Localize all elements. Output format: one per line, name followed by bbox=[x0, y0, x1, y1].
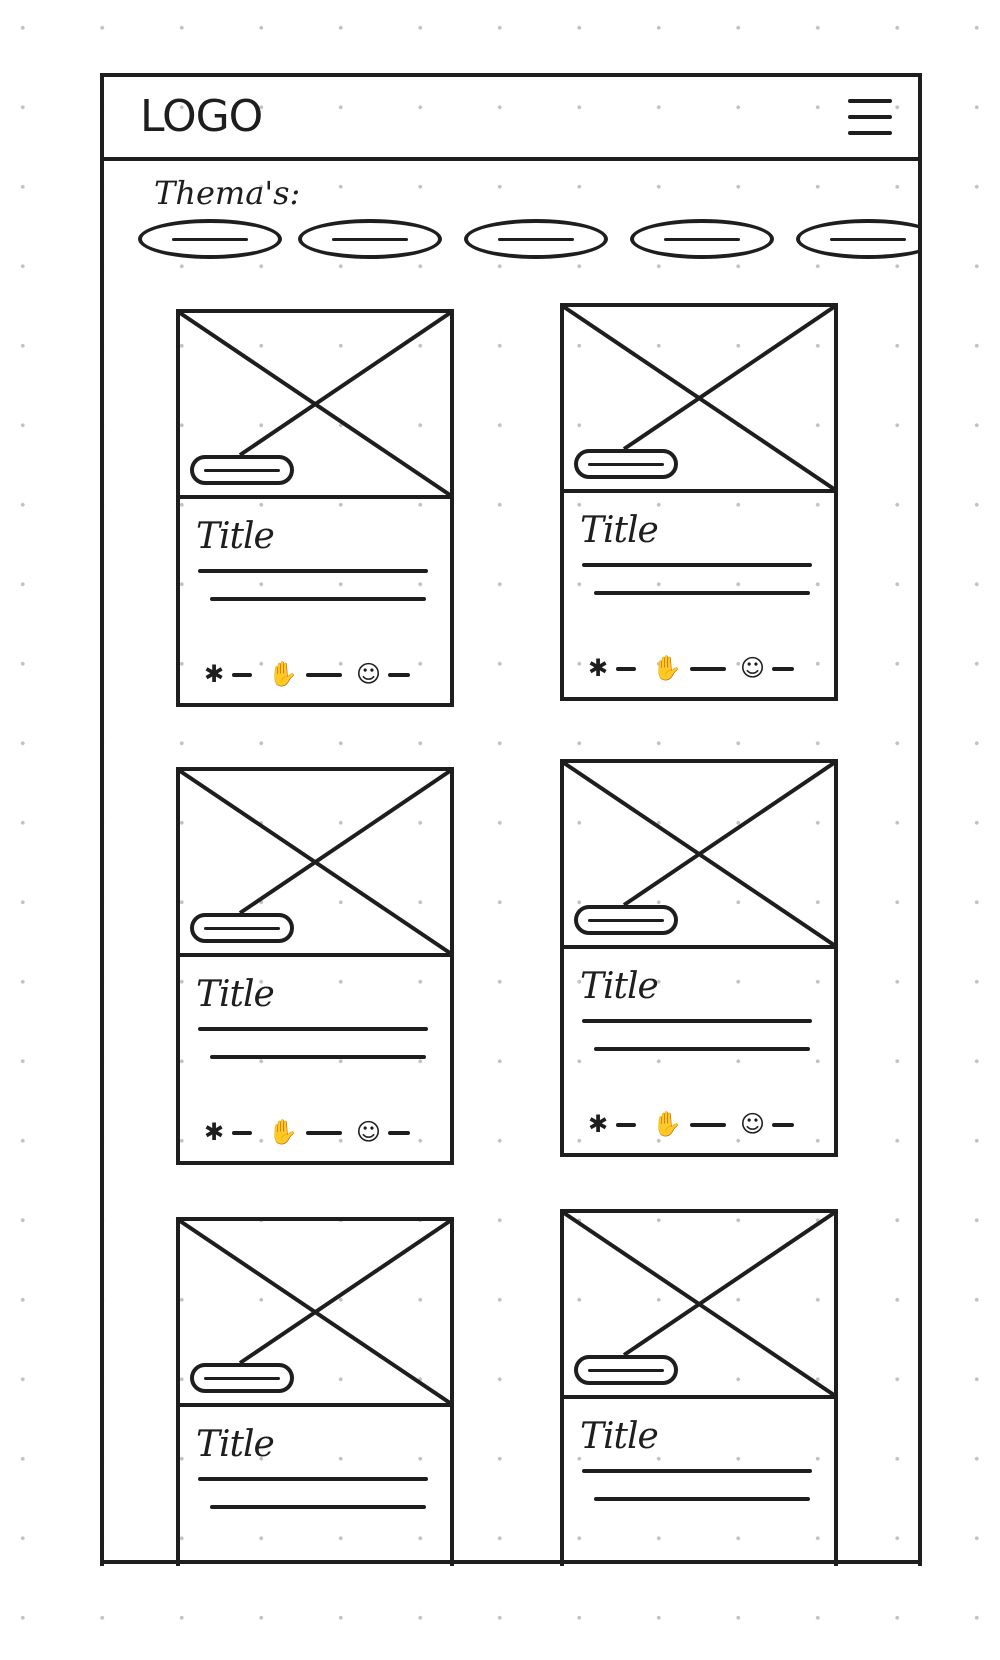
card-title: Title bbox=[580, 510, 659, 551]
theme-chip[interactable] bbox=[138, 219, 282, 259]
card-image-placeholder bbox=[564, 1213, 834, 1399]
image-placeholder-icon bbox=[564, 307, 834, 489]
card-image-placeholder bbox=[564, 763, 834, 949]
text-line bbox=[198, 569, 428, 573]
image-placeholder-icon bbox=[564, 763, 834, 945]
card[interactable]: Title ✱ ✋ ☺ bbox=[560, 759, 838, 1157]
smiley-icon: ☺ bbox=[356, 660, 382, 688]
image-placeholder-icon bbox=[180, 1221, 450, 1403]
hand-icon: ✋ bbox=[652, 1110, 682, 1138]
text-line bbox=[198, 1027, 428, 1031]
card-body: Title ✱ ✋ ☺ bbox=[564, 493, 834, 703]
hand-icon: ✋ bbox=[652, 654, 682, 682]
card[interactable]: Title ✱ ✋ ☺ bbox=[560, 303, 838, 701]
image-placeholder-icon bbox=[564, 1213, 834, 1395]
card-image-placeholder bbox=[564, 307, 834, 493]
card-title: Title bbox=[196, 516, 275, 557]
themes-label: Thema's: bbox=[154, 174, 301, 212]
theme-chip[interactable] bbox=[298, 219, 442, 259]
text-line bbox=[210, 597, 426, 601]
phone-frame: LOGO Thema's: Title ✱ bbox=[100, 73, 922, 1566]
hand-icon: ✋ bbox=[268, 660, 298, 688]
theme-chip[interactable] bbox=[630, 219, 774, 259]
card-stats: ✱ ✋ ☺ bbox=[588, 1109, 818, 1139]
card-tag[interactable] bbox=[190, 455, 294, 485]
card[interactable]: Title bbox=[560, 1209, 838, 1566]
smiley-icon: ☺ bbox=[740, 654, 766, 682]
card-stats: ✱ ✋ ☺ bbox=[204, 1117, 434, 1147]
star-icon: ✱ bbox=[204, 1118, 225, 1146]
card-body: Title ✱ ✋ ☺ bbox=[564, 949, 834, 1159]
image-placeholder-icon bbox=[180, 313, 450, 495]
smiley-icon: ☺ bbox=[740, 1110, 766, 1138]
text-line bbox=[198, 1477, 428, 1481]
card-tag[interactable] bbox=[190, 1363, 294, 1393]
phone-frame-bottom bbox=[100, 1560, 922, 1564]
theme-chips bbox=[138, 219, 918, 269]
star-icon: ✱ bbox=[588, 1110, 609, 1138]
card-body: Title ✱ ✋ ☺ bbox=[180, 499, 450, 709]
hand-icon: ✋ bbox=[268, 1118, 298, 1146]
card-stats: ✱ ✋ ☺ bbox=[588, 653, 818, 683]
card-body: Title bbox=[564, 1399, 834, 1566]
card[interactable]: Title ✱ ✋ ☺ bbox=[176, 767, 454, 1165]
card-body: Title bbox=[180, 1407, 450, 1566]
card[interactable]: Title ✱ ✋ ☺ bbox=[176, 309, 454, 707]
hamburger-menu-icon[interactable] bbox=[848, 97, 892, 137]
card-title: Title bbox=[580, 966, 659, 1007]
card-tag[interactable] bbox=[574, 1355, 678, 1385]
image-placeholder-icon bbox=[180, 771, 450, 953]
card-tag[interactable] bbox=[190, 913, 294, 943]
logo[interactable]: LOGO bbox=[140, 91, 263, 142]
text-line bbox=[594, 591, 810, 595]
card-title: Title bbox=[196, 974, 275, 1015]
card-image-placeholder bbox=[180, 1221, 450, 1407]
text-line bbox=[210, 1505, 426, 1509]
card-tag[interactable] bbox=[574, 449, 678, 479]
card-title: Title bbox=[580, 1416, 659, 1457]
text-line bbox=[210, 1055, 426, 1059]
app-header: LOGO bbox=[104, 77, 918, 161]
card-tag[interactable] bbox=[574, 905, 678, 935]
card-body: Title ✱ ✋ ☺ bbox=[180, 957, 450, 1167]
text-line bbox=[582, 563, 812, 567]
text-line bbox=[594, 1047, 810, 1051]
card-title: Title bbox=[196, 1424, 275, 1465]
text-line bbox=[594, 1497, 810, 1501]
theme-chip[interactable] bbox=[796, 219, 918, 259]
card-image-placeholder bbox=[180, 771, 450, 957]
smiley-icon: ☺ bbox=[356, 1118, 382, 1146]
card-stats: ✱ ✋ ☺ bbox=[204, 659, 434, 689]
card-image-placeholder bbox=[180, 313, 450, 499]
text-line bbox=[582, 1469, 812, 1473]
card[interactable]: Title bbox=[176, 1217, 454, 1566]
star-icon: ✱ bbox=[588, 654, 609, 682]
star-icon: ✱ bbox=[204, 660, 225, 688]
text-line bbox=[582, 1019, 812, 1023]
theme-chip[interactable] bbox=[464, 219, 608, 259]
